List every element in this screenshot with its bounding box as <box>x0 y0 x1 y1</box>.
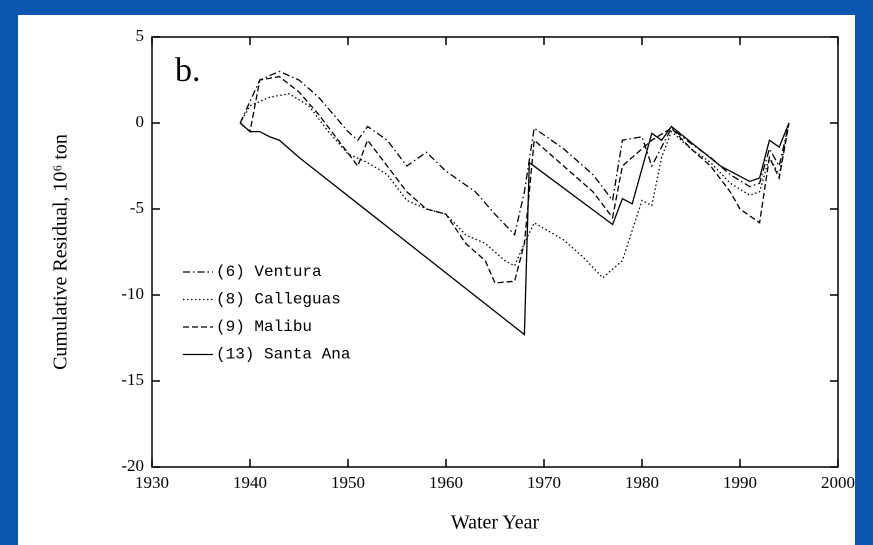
plot-frame <box>151 36 839 468</box>
legend-label: (9) Malibu <box>216 318 312 336</box>
x-tick-label: 1930 <box>135 473 169 492</box>
x-axis-label: Water Year <box>451 512 540 534</box>
background <box>18 15 855 545</box>
x-tick-label: 1940 <box>233 473 267 492</box>
y-tick-label: -10 <box>121 284 144 303</box>
series-line <box>239 70 790 237</box>
y-tick-label: -5 <box>130 198 144 217</box>
legend-label: (8) Calleguas <box>216 291 341 309</box>
x-tick-label: 1960 <box>429 473 463 492</box>
x-tick-label: 1970 <box>527 473 561 492</box>
y-tick-label: -15 <box>121 370 144 389</box>
series-line <box>239 122 790 336</box>
y-axis-label: Cumulative Residual, 10⁶ ton <box>50 134 72 370</box>
y-tick-label: 0 <box>136 112 145 131</box>
x-tick-label: 1990 <box>723 473 757 492</box>
y-tick-label: -20 <box>121 456 144 475</box>
y-tick-label: 5 <box>136 26 145 45</box>
series-line <box>239 93 790 279</box>
x-tick-label: 2000 <box>821 473 855 492</box>
x-tick-label: 1980 <box>625 473 659 492</box>
legend-label: (6) Ventura <box>216 263 322 281</box>
series-line <box>239 75 790 284</box>
panel-label: b. <box>175 52 201 89</box>
x-tick-label: 1950 <box>331 473 365 492</box>
legend-label: (13) Santa Ana <box>216 346 351 364</box>
